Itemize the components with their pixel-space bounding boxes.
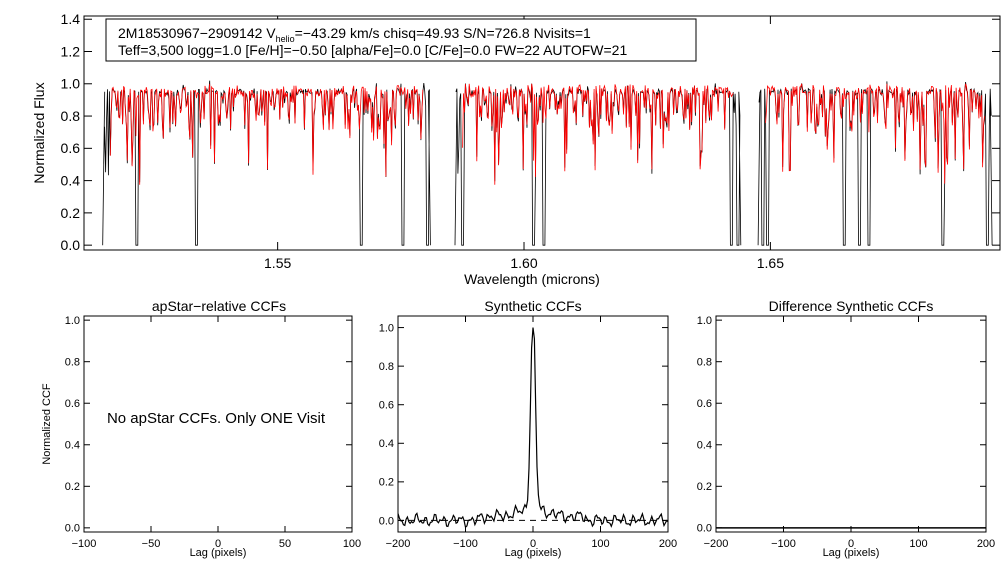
- difference-ccf-frame: [715, 315, 987, 533]
- synthetic-ccf-line: [397, 327, 669, 529]
- spectrum-ytick-label: 1.4: [61, 11, 81, 27]
- apstar-ccf-ytick-label: 0.8: [65, 357, 80, 369]
- synthetic-ccf-xtick-label: −200: [386, 538, 411, 550]
- difference-ccf-xtick-label: −100: [771, 538, 796, 550]
- apstar-ccf-ytick-label: 0.0: [65, 523, 80, 535]
- synthetic-ccf-xlabel: Lag (pixels): [505, 547, 562, 559]
- difference-ccf-xlabel: Lag (pixels): [823, 547, 880, 559]
- apstar-ccf-xtick-label: 100: [343, 538, 361, 550]
- difference-ccf-panel: Difference Synthetic CCFs −200 −100 0 100 20…: [697, 298, 995, 559]
- model-spectrum-chip-1: [109, 83, 424, 185]
- apstar-ccf-ylabel: Normalized CCF: [41, 383, 53, 465]
- spectrum-xtick-label: 1.60: [510, 255, 537, 271]
- difference-ccf-ytick-label: 0.6: [697, 398, 712, 410]
- apstar-ccf-xtick-label: −100: [72, 538, 97, 550]
- difference-ccf-ytick-label: 0.0: [697, 523, 712, 535]
- spectrum-panel: 1.55 1.60 1.65 0.0 0.2 0.4 0.6 0.8 1.0 1.2 1.4 2M1…: [31, 11, 1001, 287]
- difference-ccf-ytick-label: 0.2: [697, 481, 712, 493]
- spectrum-frame: [83, 15, 1001, 251]
- apstar-ccf-ytick-label: 1.0: [65, 315, 80, 327]
- difference-ccf-xtick-label: −200: [704, 538, 729, 550]
- spectrum-ytick-label: 1.2: [61, 43, 81, 59]
- difference-ccf-ytick-label: 0.8: [697, 357, 712, 369]
- synthetic-ccf-xtick-label: −100: [453, 538, 478, 550]
- apstar-ccf-ytick-label: 0.4: [65, 440, 80, 452]
- synthetic-ccf-panel: Synthetic CCFs −200 −100 0 100 200 0.0 0.2 0.4 0…: [379, 298, 677, 559]
- apstar-ccf-annotation: No apStar CCFs. Only ONE Visit: [107, 410, 326, 427]
- model-spectrum-chip-3: [765, 83, 985, 184]
- synthetic-ccf-frame: [397, 315, 669, 533]
- synthetic-ccf-ytick-label: 0.4: [379, 438, 394, 450]
- apstar-ccf-panel: apStar−relative CCFs −100 −50 0 50 100 0.0 0.2…: [41, 298, 361, 559]
- apstar-ccf-ytick-label: 0.2: [65, 481, 80, 493]
- spectrum-xtick-label: 1.55: [264, 255, 291, 271]
- synthetic-ccf-ytick-label: 0.2: [379, 477, 394, 489]
- apstar-ccf-xlabel: Lag (pixels): [190, 547, 247, 559]
- spectrum-info-line1: 2M18530967−2909142 Vhelio=−43.29 km/s ch…: [118, 25, 591, 44]
- synthetic-ccf-ytick-label: 0.8: [379, 361, 394, 373]
- spectrum-ytick-label: 1.0: [61, 76, 81, 92]
- apstar-ccf-xtick-label: 0: [215, 538, 221, 550]
- synthetic-ccf-xtick-label: 200: [659, 538, 677, 550]
- synthetic-ccf-ytick-label: 0.6: [379, 400, 394, 412]
- spectrum-ytick-label: 0.8: [61, 108, 81, 124]
- difference-ccf-xtick-label: 200: [977, 538, 995, 550]
- synthetic-ccf-title: Synthetic CCFs: [484, 298, 581, 314]
- apstar-ccf-xtick-label: 50: [279, 538, 291, 550]
- difference-ccf-ytick-label: 0.4: [697, 440, 712, 452]
- apstar-ccf-title: apStar−relative CCFs: [152, 298, 286, 314]
- spectrum-ylabel: Normalized Flux: [31, 82, 47, 183]
- apstar-ccf-xtick-label: −50: [142, 538, 161, 550]
- synthetic-ccf-ticks: −200 −100 0 100 200 0.0 0.2 0.4 0.6 0.8 1.0: [379, 316, 677, 550]
- spectrum-xtick-label: 1.65: [757, 255, 784, 271]
- synthetic-ccf-xtick-label: 100: [591, 538, 609, 550]
- spectrum-ytick-label: 0.2: [61, 205, 81, 221]
- difference-ccf-xtick-label: 0: [848, 538, 854, 550]
- spectrum-info-line2: Teff=3,500 logg=1.0 [Fe/H]=−0.50 [alpha/…: [118, 42, 627, 58]
- synthetic-ccf-ytick-label: 0.0: [379, 515, 394, 527]
- difference-ccf-title: Difference Synthetic CCFs: [769, 298, 934, 314]
- synthetic-ccf-ytick-label: 1.0: [379, 322, 394, 334]
- apstar-ccf-ytick-label: 0.6: [65, 398, 80, 410]
- spectrum-series: [102, 80, 993, 246]
- apstar-ccf-ticks: −100 −50 0 50 100 0.0 0.2 0.4 0.6 0.8 1.0: [65, 315, 361, 550]
- synthetic-ccf-xtick-label: 0: [530, 538, 536, 550]
- spectrum-ytick-label: 0.4: [61, 173, 81, 189]
- spectrum-xlabel: Wavelength (microns): [464, 271, 600, 287]
- synthetic-ccf-series: [397, 327, 669, 529]
- spectrum-ytick-label: 0.6: [61, 140, 81, 156]
- difference-ccf-ytick-label: 1.0: [697, 315, 712, 327]
- spectrum-info-box: [105, 18, 697, 62]
- spectrum-ytick-label: 0.0: [61, 237, 81, 253]
- model-spectrum-chip-2: [462, 83, 734, 185]
- difference-ccf-ticks: −200 −100 0 100 200 0.0 0.2 0.4 0.6 0.8 1.0: [697, 315, 995, 550]
- difference-ccf-xtick-label: 100: [909, 538, 927, 550]
- spectrum-ticks: 1.55 1.60 1.65 0.0 0.2 0.4 0.6 0.8 1.0 1.2 1.4: [61, 11, 1000, 271]
